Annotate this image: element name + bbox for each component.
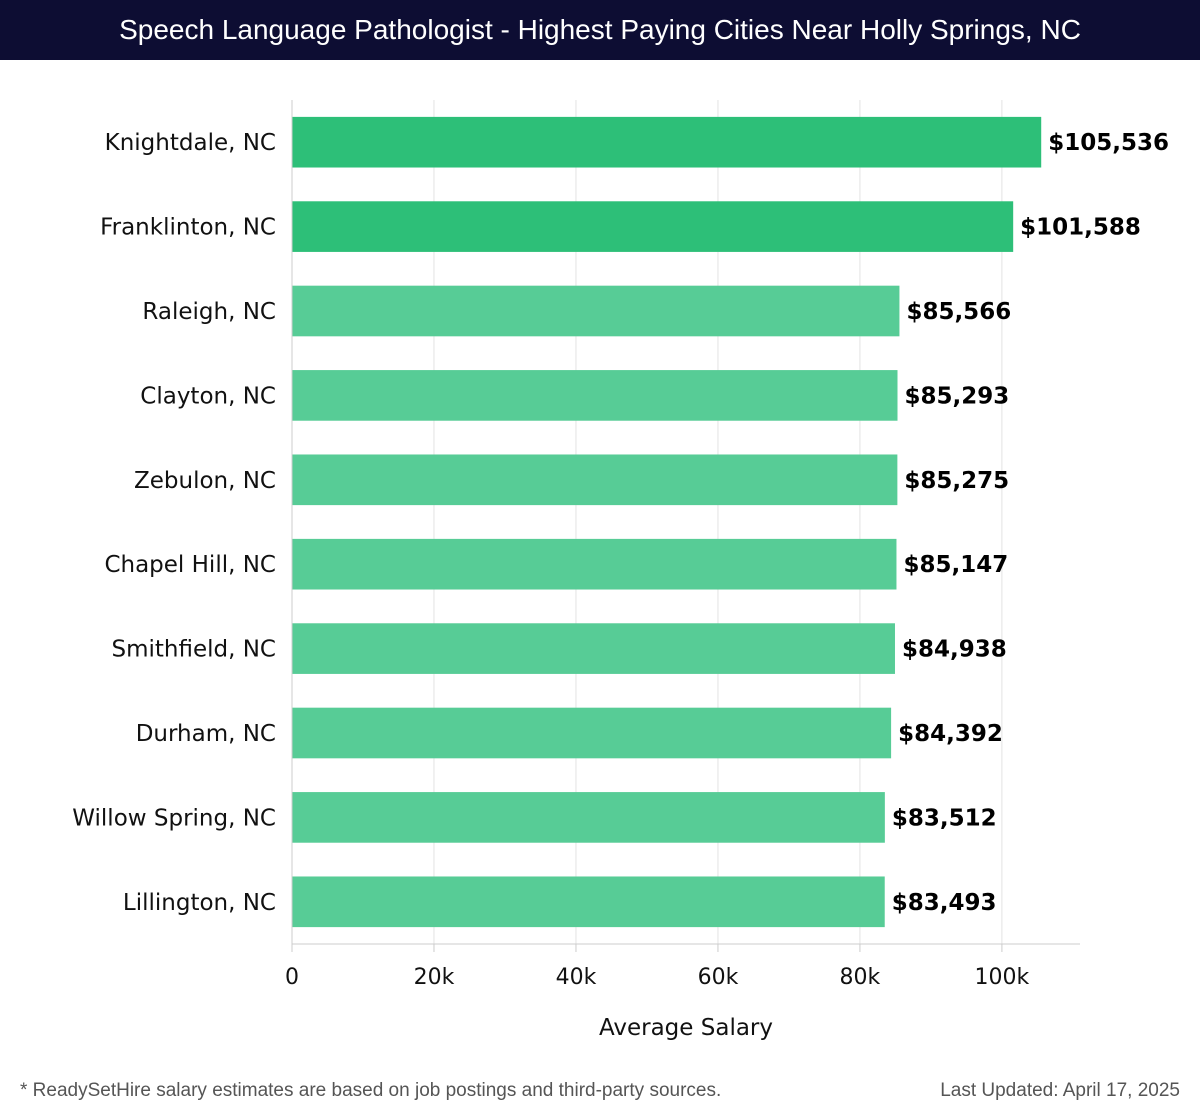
bar [292, 285, 900, 337]
bar [292, 116, 1042, 168]
value-label: $83,512 [892, 805, 997, 831]
category-label: Knightdale, NC [105, 130, 276, 156]
x-tick-label: 100k [975, 965, 1030, 990]
category-label: Durham, NC [136, 721, 276, 747]
value-label: $84,938 [902, 637, 1007, 663]
bar [292, 454, 898, 506]
value-label: $84,392 [898, 721, 1003, 747]
category-label: Zebulon, NC [134, 468, 276, 494]
x-axis: 0 20k 40k 60k 80k 100k [285, 100, 1080, 990]
bar [292, 201, 1014, 252]
value-label: $85,147 [903, 552, 1008, 578]
bars [292, 116, 1042, 928]
bar-chart: Knightdale, NC Franklinton, NC Raleigh, NC… [72, 100, 1169, 1041]
bar [292, 370, 898, 421]
last-updated: Last Updated: April 17, 2025 [940, 1080, 1180, 1101]
category-label: Chapel Hill, NC [104, 552, 276, 578]
value-label: $85,275 [904, 468, 1009, 494]
bar [292, 538, 897, 590]
category-label: Willow Spring, NC [72, 805, 276, 831]
x-axis-title: Average Salary [599, 1015, 773, 1041]
value-labels: $105,536 $101,588 $85,566 $85,293 $85,275 $85… [892, 130, 1169, 916]
category-label: Franklinton, NC [100, 215, 276, 241]
x-tick-label: 40k [556, 965, 597, 990]
category-label: Raleigh, NC [142, 299, 276, 325]
x-tick-label: 20k [414, 965, 455, 990]
x-tick-label: 0 [285, 965, 299, 990]
chart-title: Speech Language Pathologist - Highest Pa… [0, 0, 1200, 60]
x-tick-label: 60k [698, 965, 739, 990]
value-label: $101,588 [1020, 215, 1141, 241]
category-label: Lillington, NC [123, 890, 276, 916]
category-label: Smithfield, NC [111, 637, 276, 663]
x-tick-label: 80k [840, 965, 881, 990]
category-labels: Knightdale, NC Franklinton, NC Raleigh, NC… [72, 130, 276, 916]
footer-note: * ReadySetHire salary estimates are base… [20, 1080, 722, 1101]
value-label: $85,293 [905, 383, 1010, 409]
bar [292, 792, 885, 843]
category-label: Clayton, NC [140, 383, 276, 409]
value-label: $85,566 [906, 299, 1011, 325]
bar [292, 623, 895, 674]
bar [292, 707, 892, 759]
value-label: $105,536 [1048, 130, 1169, 156]
value-label: $83,493 [892, 890, 997, 916]
bar [292, 876, 885, 928]
